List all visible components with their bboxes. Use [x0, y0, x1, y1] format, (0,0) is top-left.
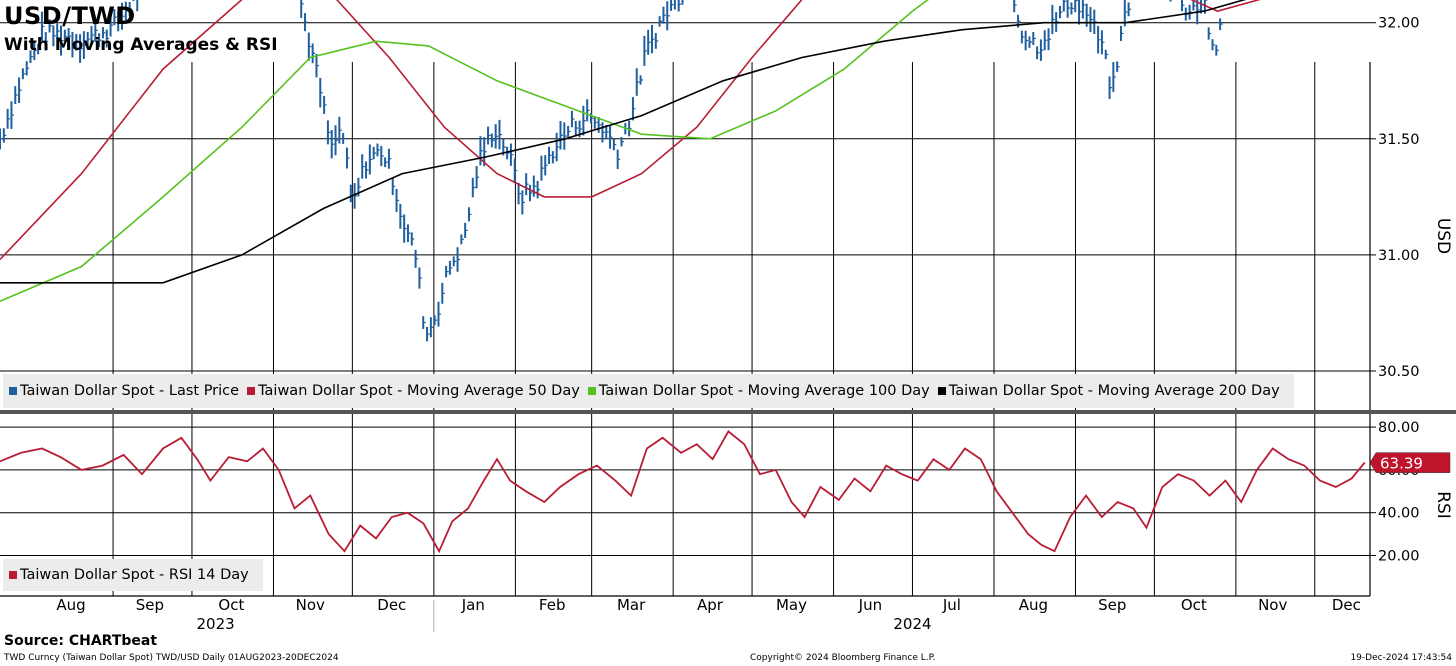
- source-note: Source: CHARTbeat: [4, 633, 158, 649]
- legend-item: Taiwan Dollar Spot - Moving Average 100 …: [587, 374, 930, 408]
- x-tick-label: Dec: [377, 596, 406, 614]
- x-tick-label: Jun: [858, 596, 882, 614]
- grid-layer: [0, 22, 1370, 596]
- x-tick-label: Jul: [942, 596, 961, 614]
- x-tick-label: Oct: [218, 596, 244, 614]
- x-tick-label: Nov: [1258, 596, 1287, 614]
- y-tick-label: 31.00: [1378, 248, 1420, 264]
- last-value-rsi-box: [1369, 452, 1451, 473]
- y-tick-label: 20.00: [1378, 549, 1420, 565]
- y-tick-label: 30.50: [1378, 364, 1420, 380]
- y-tick-label: 32.00: [1378, 16, 1420, 32]
- x-tick-label: Nov: [296, 596, 325, 614]
- chart-title: USD/TWD: [4, 2, 136, 30]
- legend-item: Taiwan Dollar Spot - Moving Average 200 …: [937, 374, 1280, 408]
- legend-label: Taiwan Dollar Spot - Last Price: [20, 383, 240, 399]
- y-tick-label: 80.00: [1378, 420, 1420, 436]
- footer-copyright: Copyright© 2024 Bloomberg Finance L.P.: [750, 653, 936, 663]
- rsi-line: [0, 430, 1366, 554]
- y-axis-label-rsi: RSI: [1433, 491, 1453, 519]
- x-year-label: 2024: [893, 615, 931, 633]
- x-tick-label: Feb: [539, 596, 566, 614]
- rsi-legend: Taiwan Dollar Spot - RSI 14 Day: [3, 559, 263, 591]
- last-value-rsi-text: 63.39: [1380, 455, 1423, 473]
- x-tick-label: Jan: [461, 596, 485, 614]
- legend-swatch: [9, 387, 17, 395]
- x-tick-label: Oct: [1181, 596, 1207, 614]
- series-layer: [0, 0, 1366, 554]
- y-axis-label-price: USD: [1433, 218, 1453, 254]
- x-tick-label: Dec: [1332, 596, 1361, 614]
- legend-label: Taiwan Dollar Spot - RSI 14 Day: [20, 567, 249, 583]
- ma200-line: [0, 0, 1247, 284]
- legend-swatch: [247, 387, 256, 395]
- axis-layer: 33.0032.5032.0031.5031.0030.5080.0060.00…: [0, 16, 1456, 633]
- x-tick-label: Aug: [1019, 596, 1048, 614]
- legend-label: Taiwan Dollar Spot - Moving Average 100 …: [598, 383, 930, 399]
- legend-label: Taiwan Dollar Spot - Moving Average 50 D…: [258, 383, 580, 399]
- ma100-line: [0, 0, 929, 303]
- x-tick-label: May: [776, 596, 807, 614]
- x-tick-label: Sep: [1098, 596, 1126, 614]
- y-tick-label: 31.50: [1378, 132, 1420, 148]
- footer-ticker-info: TWD Curncy (Taiwan Dollar Spot) TWD/USD …: [4, 653, 339, 663]
- chart-subtitle: With Moving Averages & RSI: [4, 35, 278, 55]
- price-legend: Taiwan Dollar Spot - Last Price Taiwan Do…: [3, 374, 1294, 408]
- x-tick-label: Sep: [136, 596, 164, 614]
- x-tick-label: Apr: [697, 596, 724, 614]
- footer-timestamp: 19-Dec-2024 17:43:54: [1350, 653, 1452, 663]
- x-year-label: 2023: [197, 615, 235, 633]
- legend-swatch: [9, 571, 17, 579]
- x-tick-label: Aug: [56, 596, 85, 614]
- legend-item: Taiwan Dollar Spot - Last Price: [9, 374, 239, 408]
- legend-swatch: [587, 387, 596, 395]
- legend-swatch: [937, 387, 946, 395]
- legend-label: Taiwan Dollar Spot - Moving Average 200 …: [948, 383, 1280, 399]
- legend-item: Taiwan Dollar Spot - RSI 14 Day: [9, 559, 249, 591]
- ma50-line: [0, 0, 1261, 261]
- x-tick-label: Mar: [617, 596, 646, 614]
- y-tick-label: 40.00: [1378, 506, 1420, 522]
- legend-item: Taiwan Dollar Spot - Moving Average 50 D…: [247, 374, 580, 408]
